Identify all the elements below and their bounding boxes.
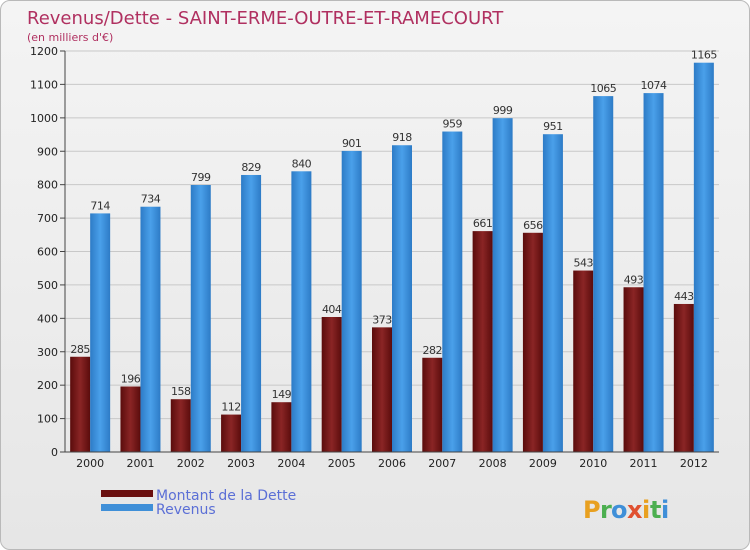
bar-revenue bbox=[492, 118, 513, 452]
y-tick-label: 600 bbox=[37, 246, 58, 259]
bar-debt-label: 285 bbox=[70, 343, 90, 356]
bar-revenue-label: 799 bbox=[191, 171, 211, 184]
bar-debt bbox=[70, 356, 91, 452]
y-tick-label: 1200 bbox=[30, 45, 58, 58]
bar-revenue-label: 1165 bbox=[691, 49, 717, 62]
bar-debt bbox=[673, 303, 694, 452]
bar-debt-label: 373 bbox=[372, 313, 392, 326]
y-tick-label: 300 bbox=[37, 346, 58, 359]
bar-debt bbox=[623, 287, 644, 452]
y-tick-label: 700 bbox=[37, 212, 58, 225]
bar-debt bbox=[271, 402, 292, 452]
x-tick-label: 2003 bbox=[227, 457, 255, 470]
bar-revenue bbox=[140, 206, 161, 452]
bar-revenue bbox=[291, 171, 312, 453]
bar-debt bbox=[522, 232, 543, 452]
bar-revenue bbox=[241, 174, 262, 452]
y-tick-label: 900 bbox=[37, 145, 58, 158]
bars: 285 714 196 734 158 799 112 829 149 840 404 901 373 9… bbox=[70, 49, 718, 453]
legend: Montant de la Dette Revenus bbox=[101, 488, 296, 518]
bar-revenue bbox=[643, 93, 664, 452]
bar-debt-label: 493 bbox=[624, 273, 644, 286]
brand-letter: r bbox=[600, 496, 612, 524]
bar-revenue-label: 1065 bbox=[590, 82, 616, 95]
y-tick-label: 1000 bbox=[30, 112, 58, 125]
bar-revenue bbox=[542, 134, 563, 452]
legend-label-revenue: Revenus bbox=[156, 502, 216, 518]
bar-revenue-label: 901 bbox=[342, 137, 362, 150]
y-tick-label: 0 bbox=[51, 446, 58, 459]
bar-revenue bbox=[693, 62, 714, 453]
x-tick-label: 2012 bbox=[680, 457, 708, 470]
bar-revenue-label: 918 bbox=[392, 131, 412, 144]
bar-revenue-label: 959 bbox=[443, 118, 463, 131]
bar-debt-label: 158 bbox=[171, 385, 191, 398]
bar-debt bbox=[472, 231, 493, 452]
brand-letter: i bbox=[661, 496, 669, 524]
y-tick-label: 1100 bbox=[30, 78, 58, 91]
bar-debt-label: 661 bbox=[473, 217, 493, 230]
bar-debt bbox=[120, 386, 141, 452]
bar-revenue bbox=[190, 185, 211, 452]
chart-title: Revenus/Dette - SAINT-ERME-OUTRE-ET-RAME… bbox=[27, 8, 504, 29]
x-tick-label: 2000 bbox=[76, 457, 104, 470]
bar-revenue-label: 951 bbox=[543, 120, 563, 133]
bar-debt-label: 112 bbox=[221, 401, 241, 414]
bar-debt-label: 149 bbox=[272, 388, 292, 401]
legend-swatch-revenue bbox=[101, 504, 153, 511]
bar-debt bbox=[321, 316, 342, 452]
brand-letter: P bbox=[583, 496, 601, 524]
bar-debt-label: 404 bbox=[322, 303, 342, 316]
legend-label-debt: Montant de la Dette bbox=[156, 488, 296, 504]
x-tick-label: 2002 bbox=[177, 457, 205, 470]
bar-debt-label: 282 bbox=[423, 344, 443, 357]
x-tick-label: 2008 bbox=[479, 457, 507, 470]
bar-revenue-label: 999 bbox=[493, 104, 513, 117]
bar-revenue bbox=[341, 150, 362, 452]
bar-debt-label: 443 bbox=[674, 290, 694, 303]
x-tick-label: 2001 bbox=[126, 457, 154, 470]
bar-revenue bbox=[90, 213, 111, 452]
x-tick-label: 2004 bbox=[277, 457, 305, 470]
y-tick-label: 400 bbox=[37, 312, 58, 325]
bar-revenue-label: 1074 bbox=[641, 79, 667, 92]
brand-letter: o bbox=[611, 496, 628, 524]
x-tick-label: 2009 bbox=[529, 457, 557, 470]
x-tick-label: 2011 bbox=[630, 457, 658, 470]
bar-revenue bbox=[392, 145, 412, 453]
brand-letter: x bbox=[627, 496, 643, 524]
bar-debt-label: 543 bbox=[573, 257, 593, 270]
bar-debt bbox=[573, 270, 594, 452]
bar-debt bbox=[372, 327, 392, 452]
bar-revenue bbox=[593, 96, 614, 453]
bar-debt bbox=[422, 357, 443, 452]
bar-debt-label: 196 bbox=[121, 373, 141, 386]
x-tick-label: 2006 bbox=[378, 457, 406, 470]
bar-revenue-label: 714 bbox=[90, 199, 110, 212]
bar-debt-label: 656 bbox=[523, 219, 543, 232]
bar-revenue-label: 840 bbox=[292, 157, 312, 170]
bar-revenue-label: 829 bbox=[241, 161, 261, 174]
chart-subtitle: (en milliers d'€) bbox=[27, 31, 113, 44]
y-tick-label: 200 bbox=[37, 379, 58, 392]
bar-debt bbox=[170, 399, 191, 452]
x-tick-label: 2007 bbox=[428, 457, 456, 470]
brand-letter: i bbox=[642, 496, 650, 524]
y-tick-label: 800 bbox=[37, 179, 58, 192]
y-tick-label: 100 bbox=[37, 413, 58, 426]
bar-revenue bbox=[442, 131, 463, 452]
legend-swatch-debt bbox=[101, 490, 153, 497]
axes: 0 100 200 300 400 500 600 700 800 900 1000 1100 1200… bbox=[30, 45, 719, 470]
brand-letter: t bbox=[650, 496, 661, 524]
x-tick-label: 2010 bbox=[579, 457, 607, 470]
bar-debt bbox=[221, 414, 242, 452]
y-tick-label: 500 bbox=[37, 279, 58, 292]
bar-revenue-label: 734 bbox=[141, 193, 161, 206]
x-tick-label: 2005 bbox=[328, 457, 356, 470]
